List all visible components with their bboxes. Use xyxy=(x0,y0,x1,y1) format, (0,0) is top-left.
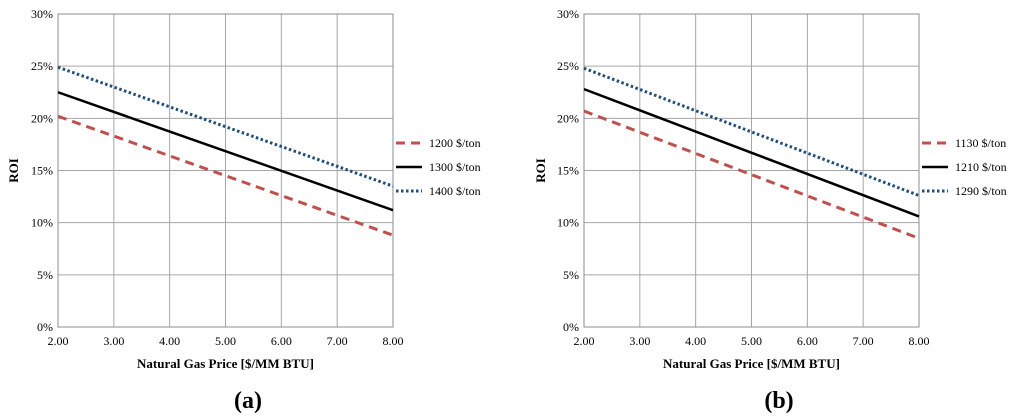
x-tick-label: 7.00 xyxy=(853,334,874,348)
y-tick-label: 10% xyxy=(31,216,53,230)
x-tick-label: 4.00 xyxy=(159,334,180,348)
y-tick-label: 5% xyxy=(37,268,53,282)
plot-area-border xyxy=(57,13,394,328)
x-tick-label: 2.00 xyxy=(48,334,69,348)
legend-label: 1300 $/ton xyxy=(429,160,481,174)
legend-label: 1130 $/ton xyxy=(955,136,1006,150)
plot-area-border xyxy=(583,13,920,328)
x-tick-label: 5.00 xyxy=(215,334,236,348)
x-tick-label: 3.00 xyxy=(629,334,650,348)
legend-label: 1210 $/ton xyxy=(955,160,1007,174)
x-tick-label: 4.00 xyxy=(685,334,706,348)
y-tick-label: 25% xyxy=(557,59,579,73)
y-tick-label: 5% xyxy=(563,268,579,282)
y-tick-label: 20% xyxy=(31,111,53,125)
series-line xyxy=(57,91,394,212)
y-axis-title: ROI xyxy=(6,158,21,183)
chart-panel-a: 2.00 3.00 4.00 5.00 6.00 7.00 8.00 0% 5% 10% 15% 20… xyxy=(6,7,481,414)
x-tick-label: 8.00 xyxy=(909,334,930,348)
y-tick-label: 15% xyxy=(31,164,53,178)
y-tick-label: 0% xyxy=(37,320,53,334)
y-tick-label: 15% xyxy=(557,164,579,178)
legend-label: 1200 $/ton xyxy=(429,136,481,150)
x-tick-label: 2.00 xyxy=(574,334,595,348)
chart-panel-b: 2.00 3.00 4.00 5.00 6.00 7.00 8.00 0% 5% 10% 15% 20… xyxy=(533,7,1007,414)
panel-label: (a) xyxy=(234,388,262,414)
y-tick-label: 30% xyxy=(557,7,579,21)
y-tick-label: 20% xyxy=(557,111,579,125)
panel-label: (b) xyxy=(764,388,793,414)
x-tick-label: 7.00 xyxy=(327,334,348,348)
x-tick-label: 6.00 xyxy=(271,334,292,348)
x-tick-label: 8.00 xyxy=(383,334,404,348)
y-tick-label: 0% xyxy=(563,320,579,334)
x-axis-title: Natural Gas Price [$/MM BTU] xyxy=(663,356,840,371)
x-tick-label: 5.00 xyxy=(741,334,762,348)
x-tick-label: 6.00 xyxy=(797,334,818,348)
x-tick-label: 3.00 xyxy=(103,334,124,348)
y-tick-label: 30% xyxy=(31,7,53,21)
series-line xyxy=(583,87,920,218)
x-axis-title: Natural Gas Price [$/MM BTU] xyxy=(137,356,314,371)
y-tick-label: 25% xyxy=(31,59,53,73)
legend-label: 1400 $/ton xyxy=(429,184,481,198)
legend-label: 1290 $/ton xyxy=(955,184,1007,198)
y-tick-label: 10% xyxy=(557,216,579,230)
y-axis-title: ROI xyxy=(533,158,548,183)
series-line xyxy=(57,65,394,188)
